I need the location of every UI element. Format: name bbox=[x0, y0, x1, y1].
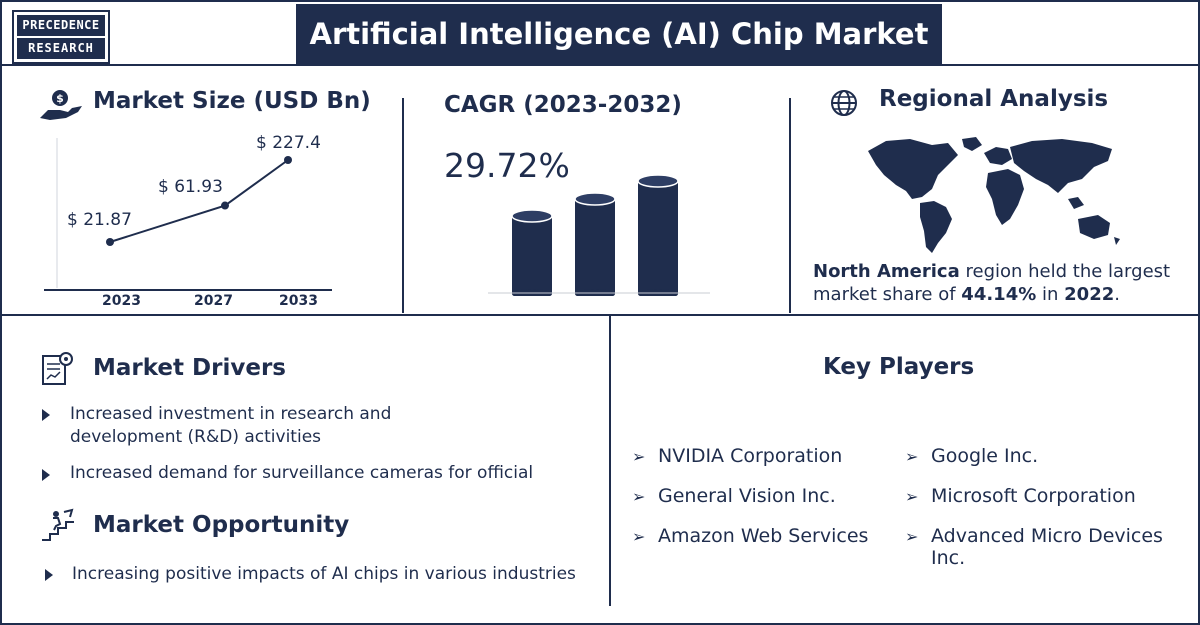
bullet-icon bbox=[42, 409, 50, 421]
data-point-2033 bbox=[284, 156, 292, 164]
key-players-heading: Key Players bbox=[823, 354, 975, 380]
divider-2 bbox=[789, 98, 791, 313]
region-name: North America bbox=[813, 261, 960, 282]
regional-text-1: region held the largest market share of bbox=[813, 261, 1171, 305]
regional-text-3: . bbox=[1114, 284, 1120, 305]
cagr-value: 29.72% bbox=[444, 146, 570, 185]
logo-line-1: PRECEDENCE bbox=[17, 15, 105, 38]
divider-3 bbox=[609, 316, 611, 606]
region-share: 44.14% bbox=[961, 284, 1037, 305]
year-label-2033: 2033 bbox=[279, 293, 318, 309]
player-nvidia: NVIDIA Corporation bbox=[658, 445, 843, 467]
chevron-right-icon: ➢ bbox=[632, 527, 646, 546]
year-label-2023: 2023 bbox=[102, 293, 141, 309]
value-label-2023: $ 21.87 bbox=[67, 210, 132, 230]
globe-icon bbox=[831, 90, 857, 116]
value-label-2027: $ 61.93 bbox=[158, 177, 223, 197]
player-microsoft: Microsoft Corporation bbox=[931, 485, 1136, 507]
region-year: 2022 bbox=[1064, 284, 1115, 305]
trend-line bbox=[109, 159, 289, 243]
value-label-2033: $ 227.4 bbox=[256, 133, 321, 153]
chevron-right-icon: ➢ bbox=[905, 487, 919, 506]
cagr-heading: CAGR (2023-2032) bbox=[444, 92, 682, 118]
player-amd: Advanced Micro Devices Inc. bbox=[931, 525, 1163, 569]
chevron-right-icon: ➢ bbox=[632, 447, 646, 466]
growth-stairs-icon bbox=[42, 508, 74, 541]
market-drivers-heading: Market Drivers bbox=[93, 355, 286, 381]
chevron-right-icon: ➢ bbox=[905, 527, 919, 546]
regional-text-2: in bbox=[1036, 284, 1065, 305]
market-size-chart bbox=[44, 138, 332, 291]
player-amazon: Amazon Web Services bbox=[658, 525, 869, 547]
market-size-heading: Market Size (USD Bn) bbox=[93, 88, 371, 114]
top-divider bbox=[0, 64, 1200, 66]
opportunity-item-1: Increasing positive impacts of AI chips … bbox=[72, 564, 576, 584]
cylinder-bars-icon bbox=[488, 174, 710, 296]
world-map-icon bbox=[868, 137, 1120, 253]
chevron-right-icon: ➢ bbox=[632, 487, 646, 506]
logo-line-2: RESEARCH bbox=[28, 41, 94, 55]
money-hand-icon: $ bbox=[40, 90, 82, 120]
driver-item-1: Increased investment in research and dev… bbox=[70, 404, 392, 447]
regional-summary: North America region held the largest ma… bbox=[813, 260, 1183, 306]
chevron-right-icon: ➢ bbox=[905, 447, 919, 466]
data-point-2027 bbox=[221, 201, 229, 210]
bullet-icon bbox=[45, 569, 53, 581]
report-gear-icon bbox=[42, 352, 73, 385]
svg-text:$: $ bbox=[56, 92, 64, 105]
page-title: Artificial Intelligence (AI) Chip Market bbox=[296, 4, 942, 64]
player-general-vision: General Vision Inc. bbox=[658, 485, 836, 507]
driver-item-2: Increased demand for surveillance camera… bbox=[70, 463, 534, 483]
middle-divider bbox=[0, 314, 1200, 316]
player-google: Google Inc. bbox=[931, 445, 1039, 467]
bullet-icon bbox=[42, 469, 50, 481]
data-point-2023 bbox=[106, 238, 114, 246]
market-opportunity-heading: Market Opportunity bbox=[93, 512, 350, 538]
regional-heading: Regional Analysis bbox=[879, 86, 1109, 112]
precedence-research-logo: PRECEDENCE RESEARCH bbox=[12, 10, 110, 64]
year-label-2027: 2027 bbox=[194, 293, 233, 309]
divider-1 bbox=[402, 98, 404, 313]
